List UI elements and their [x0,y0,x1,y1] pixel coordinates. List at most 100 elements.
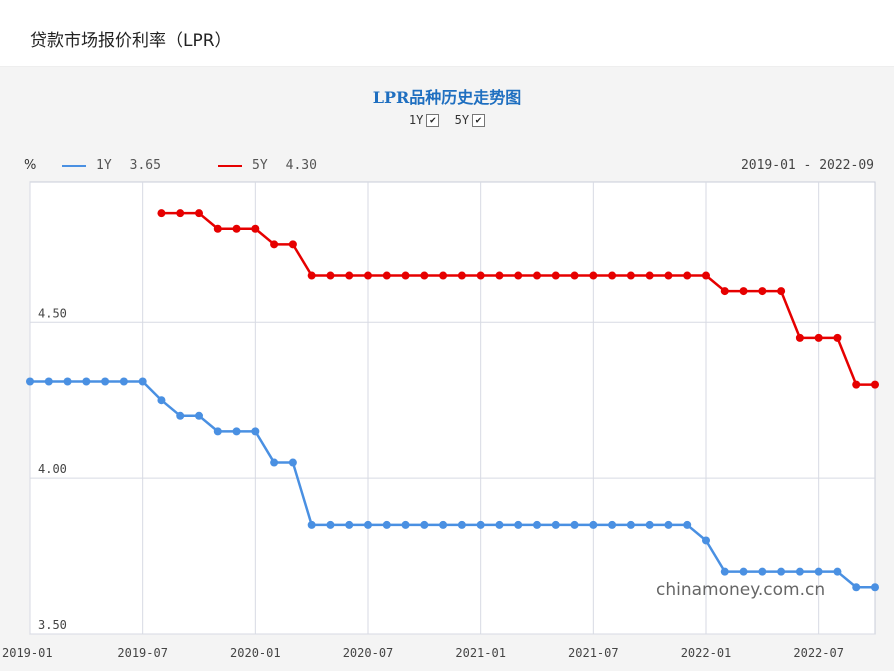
y-tick-label: 4.50 [38,306,67,320]
data-point-1y [44,377,53,386]
data-point-1y [270,458,279,467]
data-point-1y [307,520,316,529]
data-point-1y [195,411,203,420]
data-point-1y [814,567,823,576]
data-point-1y [589,520,598,529]
data-point-5y [795,333,804,342]
data-point-5y [364,271,372,280]
data-point-1y [720,567,729,576]
page-title: 贷款市场报价利率（LPR） [30,31,232,51]
data-point-1y [871,583,879,592]
data-point-5y [457,271,466,280]
data-point-5y [213,224,222,233]
data-point-1y [702,536,710,545]
x-tick-label: 2020-07 [343,646,394,660]
legend-line-5y [218,164,242,167]
toggle-5y[interactable]: 5Y ✔ [454,112,486,127]
data-point-1y [645,520,654,529]
data-point-1y [664,520,673,529]
data-point-5y [589,271,598,280]
toggle-1y-checkbox[interactable]: ✔ [426,113,440,127]
chart-title: LPR品种历史走势图 [372,88,522,107]
data-point-5y [176,209,185,218]
data-point-5y [871,380,879,389]
toggle-1y-label: 1Y [408,112,424,127]
data-point-1y [401,520,410,529]
data-point-1y [852,583,861,592]
data-point-5y [814,333,823,342]
data-point-5y [251,224,260,233]
legend-item-1y: 1Y 3.65 [62,158,161,173]
legend-value-5y: 4.30 [285,158,317,173]
data-point-5y [833,333,842,342]
data-point-1y [795,567,804,576]
data-point-1y [495,520,504,529]
data-point-1y [570,520,579,529]
legend-name-1y: 1Y [96,158,112,173]
data-point-5y [345,271,354,280]
data-point-1y [533,520,541,529]
legend-line-1y [62,164,86,167]
data-point-1y [833,567,842,576]
data-point-1y [758,567,767,576]
data-point-5y [288,240,297,249]
data-point-5y [645,271,654,280]
series-toggles: 1Y ✔ 5Y ✔ [0,112,894,127]
data-point-5y [533,271,541,280]
data-point-5y [570,271,579,280]
data-point-5y [702,271,710,280]
data-point-5y [777,287,786,296]
series-line-1y [30,380,875,589]
legend-value-1y: 3.65 [129,158,161,173]
data-point-5y [495,271,504,280]
toggle-5y-checkbox[interactable]: ✔ [472,113,486,127]
data-point-5y [270,240,279,249]
data-point-1y [551,520,560,529]
data-point-5y [232,224,241,233]
data-point-1y [26,377,34,386]
x-tick-label: 2019-01 [2,646,53,660]
data-point-5y [326,271,335,280]
data-point-5y [683,271,692,280]
data-point-1y [288,458,297,467]
data-point-5y [739,287,748,296]
data-point-1y [119,377,128,386]
data-point-1y [63,377,72,386]
data-point-5y [401,271,410,280]
data-point-5y [852,380,861,389]
legend-item-5y: 5Y 4.30 [218,158,317,173]
data-point-5y [514,271,523,280]
data-point-1y [176,411,185,420]
data-point-1y [439,520,448,529]
data-point-1y [777,567,786,576]
data-point-5y [307,271,316,280]
x-tick-label: 2019-07 [117,646,168,660]
data-point-5y [608,271,617,280]
data-point-1y [101,377,110,386]
data-point-1y [476,520,485,529]
data-point-5y [626,271,635,280]
data-point-1y [683,520,692,529]
y-unit-label: % [24,158,37,173]
data-point-5y [195,209,203,218]
x-tick-label: 2020-01 [230,646,281,660]
data-point-5y [664,271,673,280]
data-point-1y [213,427,222,436]
data-point-1y [739,567,748,576]
x-tick-label: 2021-07 [568,646,619,660]
watermark: chinamoney.com.cn [656,580,826,600]
date-range: 2019-01 - 2022-09 [740,158,874,173]
y-tick-label: 4.00 [38,462,67,476]
data-point-1y [251,427,260,436]
data-point-1y [364,520,372,529]
toggle-1y[interactable]: 1Y ✔ [408,112,440,127]
data-point-1y [420,520,429,529]
data-point-5y [439,271,448,280]
toggle-5y-label: 5Y [454,112,470,127]
data-point-1y [82,377,91,386]
y-tick-label: 3.50 [38,618,67,632]
data-point-5y [758,287,767,296]
x-tick-label: 2022-07 [793,646,844,660]
legend-name-5y: 5Y [252,158,268,173]
